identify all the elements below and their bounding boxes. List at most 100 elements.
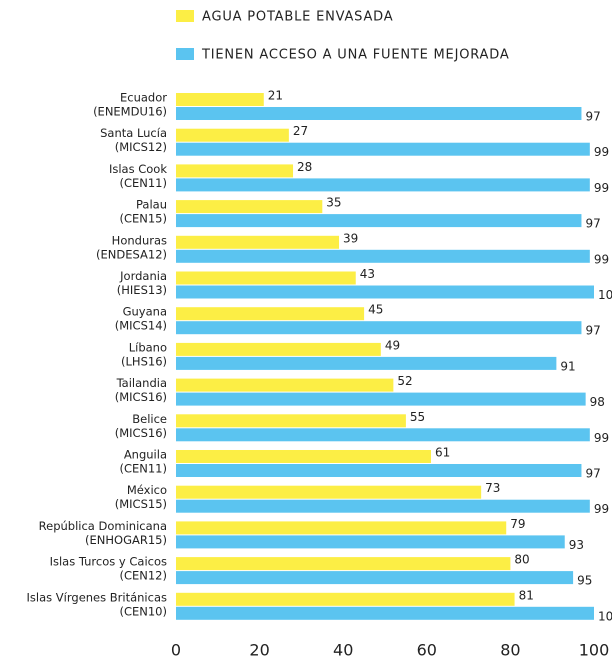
bar xyxy=(176,606,594,620)
value-label: 39 xyxy=(343,231,358,245)
value-label: 97 xyxy=(585,467,600,481)
value-label: 45 xyxy=(368,303,383,317)
category-label: Islas Vírgenes Británicas xyxy=(27,590,167,604)
bar xyxy=(176,521,507,535)
value-label: 98 xyxy=(590,395,605,409)
value-label: 97 xyxy=(585,217,600,231)
value-label: 52 xyxy=(397,374,412,388)
category-label: República Dominicana xyxy=(39,519,167,533)
category-label: (HIES13) xyxy=(117,283,167,297)
bar xyxy=(176,178,590,192)
bar xyxy=(176,557,511,571)
value-label: 49 xyxy=(385,338,400,352)
category-label: (LHS16) xyxy=(121,354,167,368)
value-label: 99 xyxy=(594,502,609,516)
bar xyxy=(176,378,394,392)
legend-label: TIENEN ACCESO A UNA FUENTE MEJORADA xyxy=(201,48,510,63)
category-label: Guyana xyxy=(123,305,167,319)
bar xyxy=(176,499,590,513)
value-label: 97 xyxy=(585,110,600,124)
bar xyxy=(176,321,582,335)
bar xyxy=(176,285,594,299)
category-label: Tailandia xyxy=(116,376,167,390)
value-label: 100 xyxy=(598,288,612,302)
bar xyxy=(176,342,381,356)
x-tick-label: 60 xyxy=(417,641,437,660)
legend-label: AGUA POTABLE ENVASADA xyxy=(202,10,393,25)
bar xyxy=(176,214,582,228)
category-label: Palau xyxy=(136,198,167,212)
value-label: 91 xyxy=(560,359,575,373)
x-tick-label: 20 xyxy=(249,641,269,660)
value-label: 97 xyxy=(585,324,600,338)
value-label: 93 xyxy=(569,538,584,552)
value-label: 55 xyxy=(410,410,425,424)
category-label: (CEN11) xyxy=(119,462,167,476)
category-label: Líbano xyxy=(129,340,167,354)
value-label: 95 xyxy=(577,574,592,588)
bar xyxy=(176,485,482,499)
bar xyxy=(176,164,294,178)
category-label: Ecuador xyxy=(120,91,167,105)
category-label: Anguila xyxy=(124,448,167,462)
value-label: 61 xyxy=(435,446,450,460)
value-label: 27 xyxy=(293,124,308,138)
category-label: Islas Cook xyxy=(109,162,167,176)
bar xyxy=(176,392,586,406)
bar xyxy=(176,249,590,263)
bar xyxy=(176,450,431,463)
legend-swatch xyxy=(176,48,194,60)
value-label: 21 xyxy=(268,89,283,103)
category-label: (CEN12) xyxy=(119,569,167,583)
value-label: 99 xyxy=(594,431,609,445)
bar xyxy=(176,142,590,156)
category-label: Jordania xyxy=(119,269,167,283)
x-tick-label: 80 xyxy=(500,641,520,660)
category-label: (ENDESA12) xyxy=(96,247,167,261)
value-label: 79 xyxy=(510,517,525,531)
value-label: 80 xyxy=(514,553,529,567)
x-tick-label: 0 xyxy=(171,641,181,660)
bar xyxy=(176,428,590,442)
bar xyxy=(176,356,557,370)
bar xyxy=(176,271,356,285)
category-label: (MICS16) xyxy=(115,390,167,404)
value-label: 99 xyxy=(594,181,609,195)
bar xyxy=(176,571,574,585)
legend-swatch xyxy=(176,10,194,22)
bar xyxy=(176,93,264,106)
value-label: 73 xyxy=(485,481,500,495)
category-label: (ENHOGAR15) xyxy=(85,533,167,547)
category-label: (MICS12) xyxy=(115,140,167,154)
category-label: (MICS15) xyxy=(115,497,167,511)
value-label: 99 xyxy=(594,252,609,266)
category-label: (CEN11) xyxy=(119,176,167,190)
category-label: (MICS14) xyxy=(115,319,167,333)
category-label: (MICS16) xyxy=(115,426,167,440)
value-label: 43 xyxy=(360,267,375,281)
bar xyxy=(176,414,406,428)
value-label: 28 xyxy=(297,160,312,174)
category-label: México xyxy=(127,483,167,497)
value-label: 35 xyxy=(326,196,341,210)
bar xyxy=(176,200,323,214)
value-label: 81 xyxy=(519,588,534,602)
bar xyxy=(176,535,565,549)
value-label: 99 xyxy=(594,145,609,159)
bar xyxy=(176,128,289,142)
value-label: 100 xyxy=(598,609,612,623)
category-label: (CEN15) xyxy=(119,212,167,226)
x-tick-label: 40 xyxy=(333,641,353,660)
bar xyxy=(176,307,365,321)
category-label: (ENEMDU16) xyxy=(93,105,167,119)
category-label: Honduras xyxy=(112,233,167,247)
bar xyxy=(176,464,582,477)
category-label: (CEN10) xyxy=(119,604,167,618)
category-label: Santa Lucía xyxy=(100,126,167,140)
bar xyxy=(176,235,340,249)
category-label: Islas Turcos y Caicos xyxy=(50,555,167,569)
x-tick-label: 100 xyxy=(579,641,610,660)
category-label: Belice xyxy=(132,412,167,426)
bar xyxy=(176,107,582,120)
